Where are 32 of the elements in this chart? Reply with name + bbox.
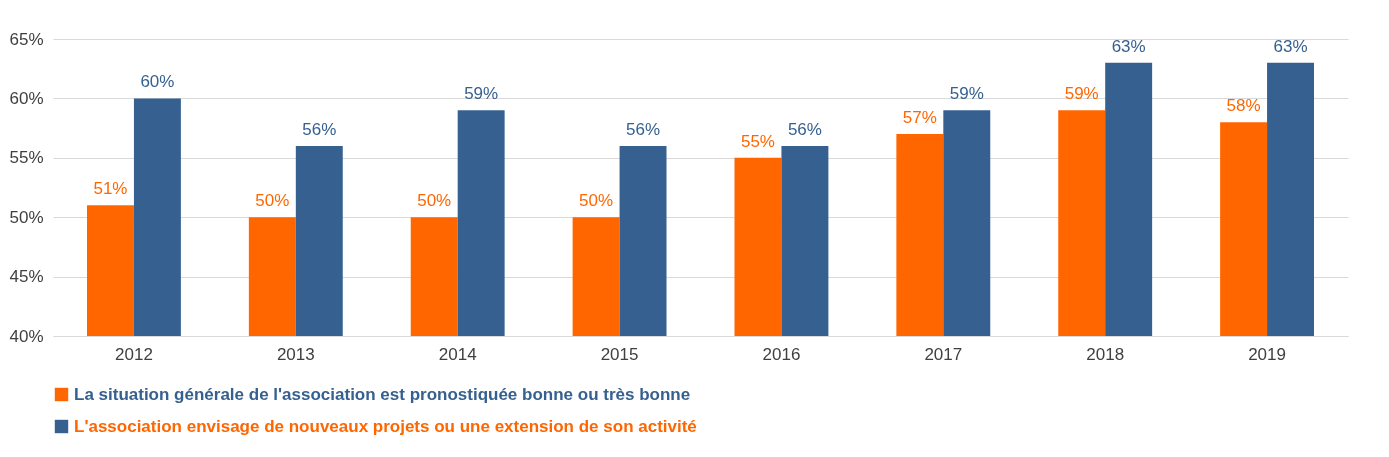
- text: 55%: [740, 131, 775, 151]
- y-tick-label: 55%: [9, 148, 44, 168]
- text: 50%: [255, 191, 290, 211]
- text: 58%: [1226, 96, 1261, 116]
- x-tick-label: 2013: [276, 344, 315, 364]
- text: 56%: [302, 119, 337, 139]
- y-tick-label: 65%: [9, 29, 44, 49]
- x-tick-label: 2012: [115, 344, 153, 364]
- x-tick-label: 2017: [924, 344, 963, 364]
- text: 56%: [787, 119, 822, 139]
- text: 59%: [949, 84, 984, 104]
- text: 60%: [140, 72, 175, 92]
- legend-label: La situation générale de l'association est pronostiquée bonne ou très bonne: [74, 384, 691, 404]
- text: 63%: [1111, 36, 1146, 56]
- text: 50%: [417, 191, 452, 211]
- text: 57%: [902, 108, 937, 128]
- x-tick-label: 2019: [1248, 344, 1286, 364]
- y-tick-label: 45%: [9, 267, 44, 287]
- text: 63%: [1273, 36, 1308, 56]
- text: 59%: [1064, 84, 1099, 104]
- x-tick-label: 2018: [1086, 344, 1125, 364]
- text: 56%: [626, 119, 661, 139]
- text: 51%: [93, 179, 128, 199]
- y-tick-label: 40%: [9, 326, 44, 346]
- text: 59%: [464, 84, 499, 104]
- y-tick-label: 60%: [9, 88, 44, 108]
- y-tick-label: 50%: [9, 207, 44, 227]
- x-tick-label: 2016: [762, 344, 801, 364]
- text: 50%: [579, 191, 614, 211]
- x-tick-label: 2014: [438, 344, 477, 364]
- x-tick-label: 2015: [600, 344, 639, 364]
- legend-label: L'association envisage de nouveaux projets ou une extension de son activité: [74, 416, 697, 436]
